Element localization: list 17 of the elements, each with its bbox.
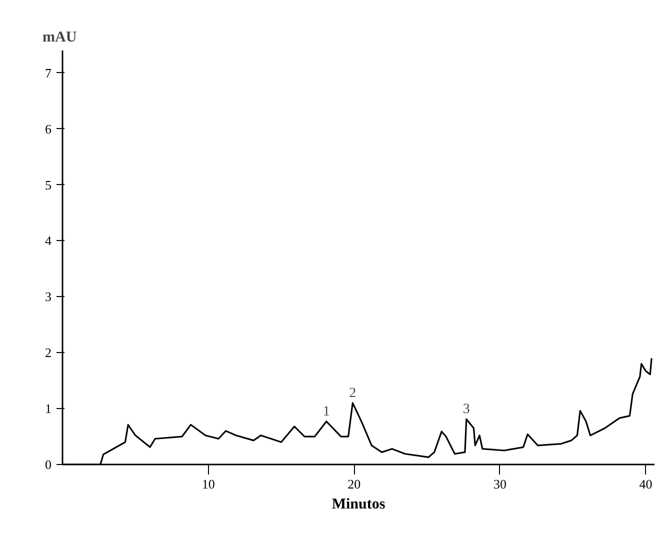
- y-tick-label: 4: [45, 233, 52, 248]
- x-tick-label: 20: [348, 476, 361, 492]
- annotation: 2: [349, 386, 356, 401]
- y-tick-label: 1: [45, 401, 52, 416]
- y-tick-label: 6: [45, 121, 52, 136]
- y-tick-label: 7: [45, 65, 52, 80]
- y-axis-title: mAU: [42, 30, 77, 46]
- annotation: 1: [322, 404, 330, 420]
- y-tick-label: 5: [45, 177, 52, 192]
- y-tick-label: 2: [45, 345, 52, 360]
- y-tick-label: 0: [45, 457, 52, 472]
- x-axis-title: Minutos: [332, 496, 386, 512]
- x-tick-label: 40: [639, 476, 652, 492]
- y-tick-label: 3: [45, 289, 52, 304]
- x-tick-label: 10: [202, 476, 215, 492]
- x-tick-label: 30: [493, 476, 506, 492]
- annotation: 3: [462, 402, 470, 418]
